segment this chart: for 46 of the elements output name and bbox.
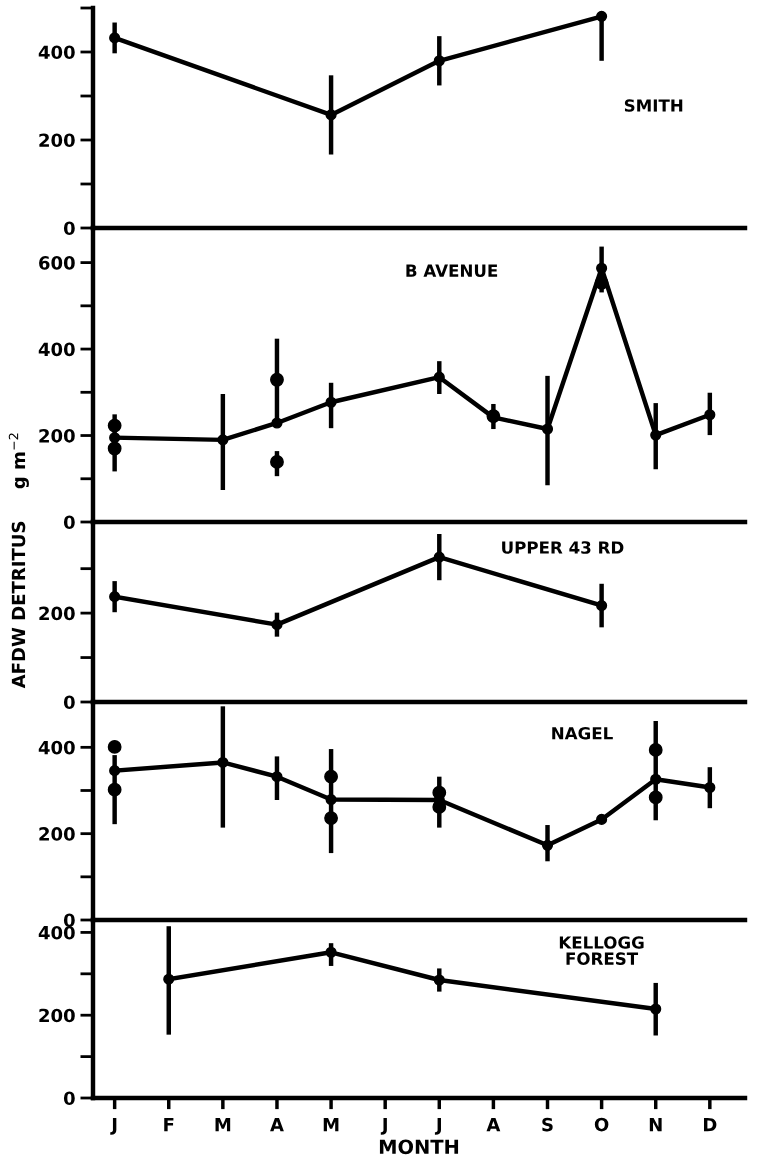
y-tick-label: 200 — [39, 133, 75, 148]
point — [432, 785, 447, 800]
annotation: UPPER 43 RD — [502, 541, 624, 554]
x-tick-label: J — [434, 1118, 441, 1135]
point — [648, 743, 663, 757]
y-tick-label: 200 — [39, 827, 75, 841]
point — [324, 811, 338, 826]
x-tick-label: S — [542, 1117, 553, 1132]
point — [107, 782, 122, 797]
annotation: SMITH — [624, 99, 683, 112]
x-tick-label: F — [164, 1118, 174, 1132]
point — [596, 813, 608, 825]
point — [324, 769, 338, 784]
y-tick-label: 400 — [38, 45, 75, 60]
x-tick-label: A — [270, 1118, 284, 1132]
x-tick-label: N — [649, 1118, 662, 1132]
y-tick-label: 400 — [38, 342, 75, 357]
annotation: NAGEL — [552, 726, 613, 740]
y-tick-label: 200 — [39, 1008, 75, 1023]
y-tick-label: 400 — [38, 925, 75, 940]
point — [648, 790, 663, 805]
x-tick-label: J — [380, 1118, 387, 1135]
point — [107, 418, 122, 433]
y-tick-label: 0 — [63, 695, 75, 710]
y-tick-label: 200 — [39, 428, 75, 443]
point — [107, 441, 122, 456]
point — [270, 454, 284, 469]
y-tick-label: 0 — [63, 1091, 75, 1106]
annotation: KELLOGG FOREST — [559, 936, 644, 965]
x-tick-label: J — [110, 1118, 117, 1135]
x-tick-label: M — [323, 1118, 339, 1132]
y-tick-label: 0 — [63, 515, 75, 530]
x-tick-label: M — [215, 1118, 231, 1132]
x-tick-label: O — [594, 1117, 609, 1132]
y-axis-title: AFDW DETRITUS g m$^{−2}$ — [8, 433, 29, 689]
annotation: B AVENUE — [406, 264, 498, 277]
y-tick-label: 400 — [38, 740, 75, 755]
y-tick-label: 0 — [63, 913, 75, 928]
x-axis-title: MONTH — [379, 1139, 459, 1155]
point — [107, 739, 122, 754]
x-tick-label: D — [703, 1118, 717, 1132]
y-tick-label: 0 — [63, 221, 75, 236]
x-tick-label: A — [486, 1118, 501, 1132]
point — [270, 372, 284, 387]
y-tick-label: 600 — [39, 256, 75, 270]
y-tick-label: 200 — [39, 606, 75, 621]
